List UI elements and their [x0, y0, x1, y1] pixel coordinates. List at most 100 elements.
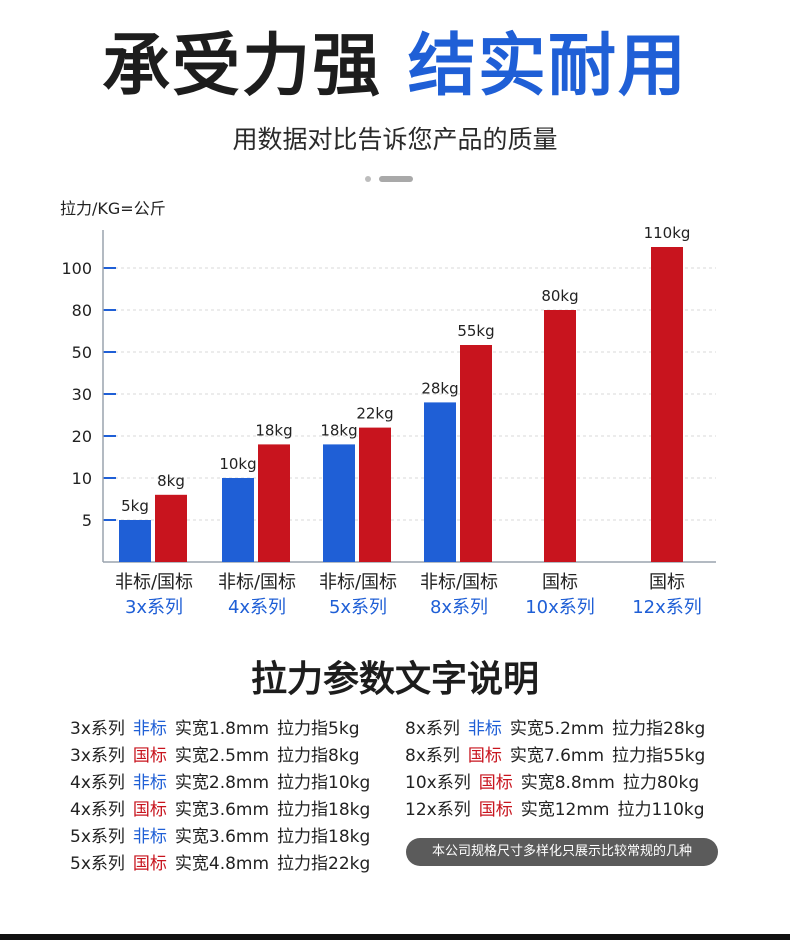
- tensile-bar-chart: 拉力/KG=公斤 5 10 20 30 50 80 100 5kg 8kg 非标/国标 3x系列 10k…: [60, 199, 716, 618]
- spec-width: 实宽8.8mm: [520, 773, 615, 793]
- spec-force: 拉力80kg: [622, 773, 700, 793]
- spec-width: 实宽3.6mm: [174, 827, 270, 847]
- x-category-label: 国标: [542, 572, 578, 593]
- spec-force: 拉力指22kg: [277, 854, 371, 874]
- x-series-label: 4x系列: [228, 597, 286, 618]
- x-series-label: 3x系列: [125, 597, 183, 618]
- x-series-label: 12x系列: [632, 597, 702, 618]
- x-category-label: 非标/国标: [420, 572, 498, 593]
- spec-row: 8x系列 非标 实宽5.2mm 拉力指28kg: [405, 716, 713, 743]
- bar-national: [460, 345, 492, 562]
- spec-grade: 非标: [132, 773, 167, 793]
- spec-series: 3x系列: [70, 719, 125, 739]
- spec-grade: 非标: [467, 719, 502, 739]
- spec-row: 10x系列 国标 实宽8.8mm 拉力80kg: [405, 770, 713, 797]
- spec-series: 3x系列: [70, 746, 125, 766]
- spec-series: 5x系列: [70, 827, 125, 847]
- spec-grade: 国标: [132, 746, 167, 766]
- spec-force: 拉力110kg: [617, 800, 705, 820]
- y-tick-label: 5: [82, 511, 92, 530]
- y-tick-label: 10: [72, 469, 92, 488]
- spec-grade: 非标: [132, 719, 167, 739]
- spec-grade: 非标: [132, 827, 167, 847]
- spec-width: 实宽4.8mm: [174, 854, 270, 874]
- bar-value-label: 80kg: [541, 287, 578, 305]
- bar-value-label: 110kg: [644, 224, 691, 242]
- y-axis-title: 拉力/KG=公斤: [60, 199, 166, 218]
- headline: 承受力强 结实耐用: [0, 22, 790, 112]
- bar-value-label: 28kg: [421, 379, 458, 397]
- bar-national: [544, 310, 576, 562]
- x-category-label: 非标/国标: [218, 572, 296, 593]
- subtitle: 用数据对比告诉您产品的质量: [232, 125, 558, 154]
- bar-national: [359, 427, 391, 562]
- x-category-label: 国标: [649, 572, 685, 593]
- headline-dark: 承受力强: [102, 27, 383, 106]
- spec-list-left: 3x系列 非标 实宽1.8mm 拉力指5kg 3x系列 国标 实宽2.5mm 拉力指8kg 4x…: [70, 716, 378, 878]
- spec-width: 实宽7.6mm: [509, 746, 605, 766]
- spec-width: 实宽12mm: [520, 800, 610, 820]
- spec-force: 拉力指18kg: [277, 827, 371, 847]
- x-category-label: 非标/国标: [115, 572, 193, 593]
- pager-dot: [365, 176, 371, 182]
- bar-value-label: 18kg: [255, 421, 292, 439]
- bar-value-label: 55kg: [457, 322, 494, 340]
- bar-nonstandard: [119, 520, 151, 562]
- bar-national: [155, 494, 187, 562]
- spec-row: 4x系列 国标 实宽3.6mm 拉力指18kg: [70, 797, 378, 824]
- spec-force: 拉力指10kg: [277, 773, 371, 793]
- spec-width: 实宽3.6mm: [174, 800, 270, 820]
- bar-nonstandard: [323, 444, 355, 562]
- spec-force: 拉力指18kg: [277, 800, 371, 820]
- bar-nonstandard: [424, 402, 456, 562]
- y-tick-label: 100: [61, 259, 92, 278]
- spec-series: 8x系列: [405, 719, 460, 739]
- bar-value-label: 18kg: [320, 421, 357, 439]
- spec-width: 实宽1.8mm: [174, 719, 270, 739]
- spec-grade: 国标: [478, 800, 513, 820]
- x-category-label: 非标/国标: [319, 572, 397, 593]
- spec-series: 5x系列: [70, 854, 125, 874]
- spec-row: 5x系列 非标 实宽3.6mm 拉力指18kg: [70, 824, 378, 851]
- bar-value-label: 22kg: [356, 405, 393, 423]
- bar-value-label: 8kg: [157, 472, 185, 490]
- spec-row: 3x系列 国标 实宽2.5mm 拉力指8kg: [70, 743, 378, 770]
- headline-blue: 结实耐用: [407, 27, 688, 106]
- spec-row: 5x系列 国标 实宽4.8mm 拉力指22kg: [70, 851, 378, 878]
- bar-value-label: 10kg: [219, 455, 256, 473]
- y-tick-label: 80: [72, 301, 92, 320]
- spec-grade: 国标: [132, 854, 167, 874]
- bar-nonstandard: [222, 478, 254, 562]
- pager-dot-active: [379, 176, 413, 182]
- spec-section-title: 拉力参数文字说明: [250, 659, 539, 700]
- x-series-label: 8x系列: [430, 597, 488, 618]
- bar-value-label: 5kg: [121, 497, 149, 515]
- spec-row: 3x系列 非标 实宽1.8mm 拉力指5kg: [70, 716, 378, 743]
- spec-row: 4x系列 非标 实宽2.8mm 拉力指10kg: [70, 770, 378, 797]
- bar-national: [258, 444, 290, 562]
- spec-list-right: 8x系列 非标 实宽5.2mm 拉力指28kg 8x系列 国标 实宽7.6mm 拉力指55kg…: [405, 716, 713, 824]
- bar-national: [651, 247, 683, 562]
- note-badge: 本公司规格尺寸多样化只展示比较常规的几种: [406, 838, 718, 866]
- spec-grade: 国标: [478, 773, 513, 793]
- bottom-divider: [0, 934, 790, 940]
- spec-row: 12x系列 国标 实宽12mm 拉力110kg: [405, 797, 713, 824]
- spec-series: 4x系列: [70, 773, 125, 793]
- spec-force: 拉力指55kg: [612, 746, 706, 766]
- x-series-label: 5x系列: [329, 597, 387, 618]
- spec-series: 4x系列: [70, 800, 125, 820]
- spec-row: 8x系列 国标 实宽7.6mm 拉力指55kg: [405, 743, 713, 770]
- spec-grade: 国标: [132, 800, 167, 820]
- spec-width: 实宽2.8mm: [174, 773, 270, 793]
- spec-series: 8x系列: [405, 746, 460, 766]
- spec-width: 实宽2.5mm: [174, 746, 270, 766]
- spec-grade: 国标: [467, 746, 502, 766]
- spec-series: 12x系列: [405, 800, 471, 820]
- spec-width: 实宽5.2mm: [509, 719, 605, 739]
- spec-force: 拉力指28kg: [612, 719, 706, 739]
- spec-series: 10x系列: [405, 773, 471, 793]
- x-series-label: 10x系列: [525, 597, 595, 618]
- spec-force: 拉力指8kg: [277, 746, 360, 766]
- spec-force: 拉力指5kg: [277, 719, 360, 739]
- y-tick-label: 30: [72, 385, 92, 404]
